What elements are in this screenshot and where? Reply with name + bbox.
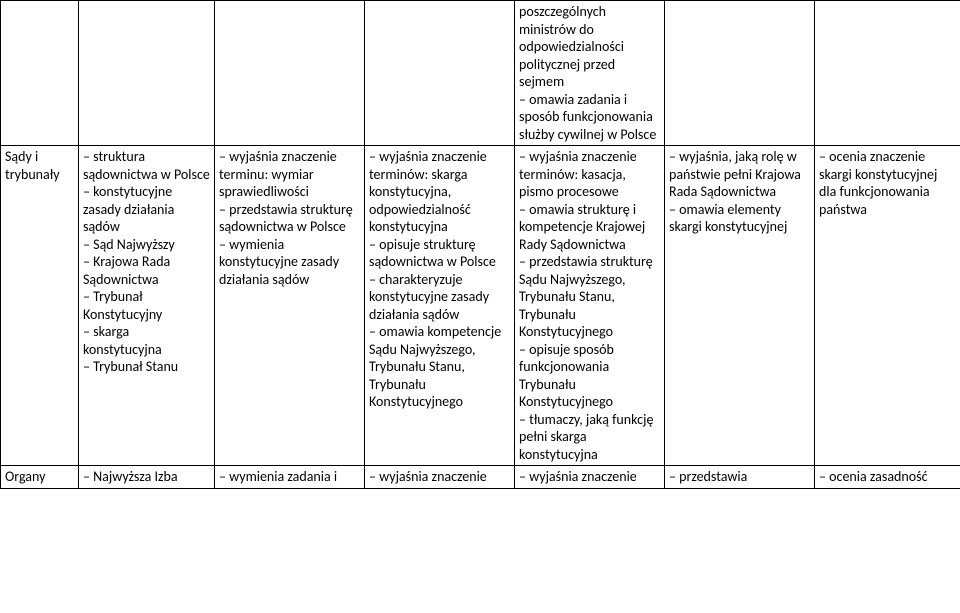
cell [79, 1, 215, 146]
cell [665, 1, 815, 146]
cell: – Najwyższa Izba [79, 466, 215, 489]
cell: poszczególnych ministrów do odpowiedzial… [515, 1, 665, 146]
cell: – wyjaśnia znaczenie terminów: skarga ko… [365, 146, 515, 466]
cell [365, 1, 515, 146]
cell: Organy [1, 466, 79, 489]
cell: – wyjaśnia znaczenie [515, 466, 665, 489]
cell [215, 1, 365, 146]
cell: – ocenia znaczenie skargi konstytucyjnej… [815, 146, 960, 466]
table-row: poszczególnych ministrów do odpowiedzial… [1, 1, 960, 146]
cell [815, 1, 960, 146]
cell: – wyjaśnia znaczenie terminów: kasacja, … [515, 146, 665, 466]
cell [1, 1, 79, 146]
cell: – ocenia zasadność [815, 466, 960, 489]
document-table: poszczególnych ministrów do odpowiedzial… [0, 0, 960, 489]
cell: – przedstawia [665, 466, 815, 489]
cell: – wyjaśnia znaczenie [365, 466, 515, 489]
table-row: Sądy i trybunały – struktura sądownictwa… [1, 146, 960, 466]
cell: Sądy i trybunały [1, 146, 79, 466]
cell: – wyjaśnia, jaką rolę w państwie pełni K… [665, 146, 815, 466]
cell: – struktura sądownictwa w Polsce– konsty… [79, 146, 215, 466]
cell: – wymienia zadania i [215, 466, 365, 489]
cell: – wyjaśnia znaczenie terminu: wymiar spr… [215, 146, 365, 466]
table-body: poszczególnych ministrów do odpowiedzial… [1, 1, 960, 489]
table-row: Organy – Najwyższa Izba – wymienia zadan… [1, 466, 960, 489]
